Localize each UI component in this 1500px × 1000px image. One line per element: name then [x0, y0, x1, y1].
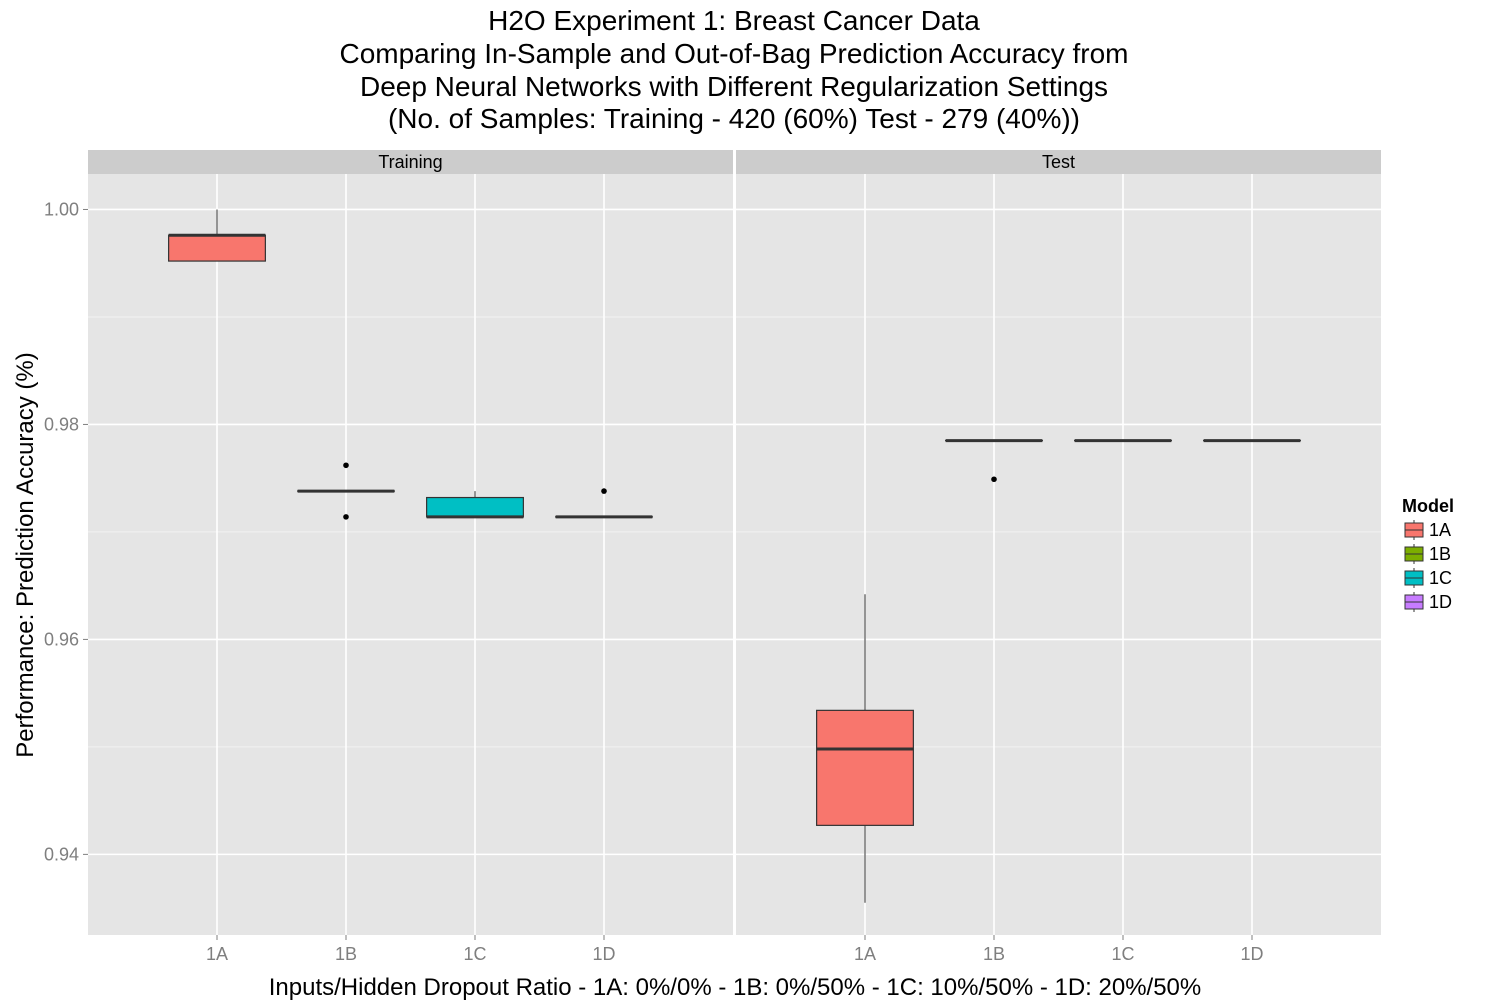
x-tick-label: 1D	[592, 944, 615, 964]
legend-label: 1D	[1429, 592, 1452, 612]
legend-title: Model	[1402, 496, 1454, 516]
outlier-point	[991, 476, 997, 483]
x-tick-label: 1B	[983, 944, 1005, 964]
box-training-1b	[297, 462, 395, 520]
box-training-1c	[426, 491, 524, 519]
chart-title-line-4: (No. of Samples: Training - 420 (60%) Te…	[388, 103, 1080, 134]
x-tick-label: 1D	[1240, 944, 1263, 964]
y-tick-label: 0.94	[44, 844, 79, 864]
box-test-1a	[816, 594, 914, 903]
legend-item-1b: 1B	[1404, 544, 1451, 564]
chart-title-line-3: Deep Neural Networks with Different Regu…	[360, 71, 1108, 102]
facet-strip-label: Training	[378, 152, 442, 172]
y-axis-title: Performance: Prediction Accuracy (%)	[12, 352, 39, 757]
y-tick-label: 0.96	[44, 629, 79, 649]
panel-background	[88, 174, 733, 935]
x-axis-title: Inputs/Hidden Dropout Ratio - 1A: 0%/0% …	[269, 974, 1201, 1000]
box-body	[168, 234, 266, 262]
outlier-point	[601, 488, 607, 494]
panel-test: Test 1A 1B 1C 1D	[736, 150, 1381, 964]
box-body	[816, 709, 914, 826]
x-tick-label: 1C	[1111, 944, 1134, 964]
chart-title: H2O Experiment 1: Breast Cancer Data Com…	[339, 5, 1128, 134]
legend-item-1c: 1C	[1404, 568, 1452, 588]
facet-strip	[736, 150, 1381, 174]
box-training-1d	[555, 488, 653, 519]
facet-panels: Training 1A 1B 1C 1D Test 1A 1B 1C 1D	[88, 150, 1381, 964]
legend: Model 1A 1B 1C 1D	[1402, 496, 1454, 612]
facet-strip	[88, 150, 733, 174]
box-body	[426, 496, 524, 518]
y-tick-label: 1.00	[44, 199, 79, 219]
panel-training: Training 1A 1B 1C 1D	[88, 150, 733, 964]
y-axis: 0.94 0.96 0.98 1.00	[44, 199, 88, 864]
box-test-1b	[945, 439, 1043, 483]
chart-title-line-1: H2O Experiment 1: Breast Cancer Data	[488, 5, 980, 36]
legend-item-1a: 1A	[1404, 520, 1451, 540]
x-tick-label: 1A	[854, 944, 876, 964]
x-tick-label: 1B	[335, 944, 357, 964]
box-training-1a	[168, 209, 266, 262]
legend-label: 1B	[1429, 544, 1451, 564]
legend-label: 1A	[1429, 520, 1451, 540]
legend-item-1d: 1D	[1404, 592, 1452, 612]
x-tick-label: 1A	[206, 944, 228, 964]
x-tick-label: 1C	[463, 944, 486, 964]
outlier-point	[343, 514, 349, 520]
legend-label: 1C	[1429, 568, 1452, 588]
chart-title-line-2: Comparing In-Sample and Out-of-Bag Predi…	[339, 38, 1128, 69]
outlier-point	[343, 462, 349, 469]
facet-strip-label: Test	[1042, 152, 1075, 172]
y-tick-label: 0.98	[44, 414, 79, 434]
